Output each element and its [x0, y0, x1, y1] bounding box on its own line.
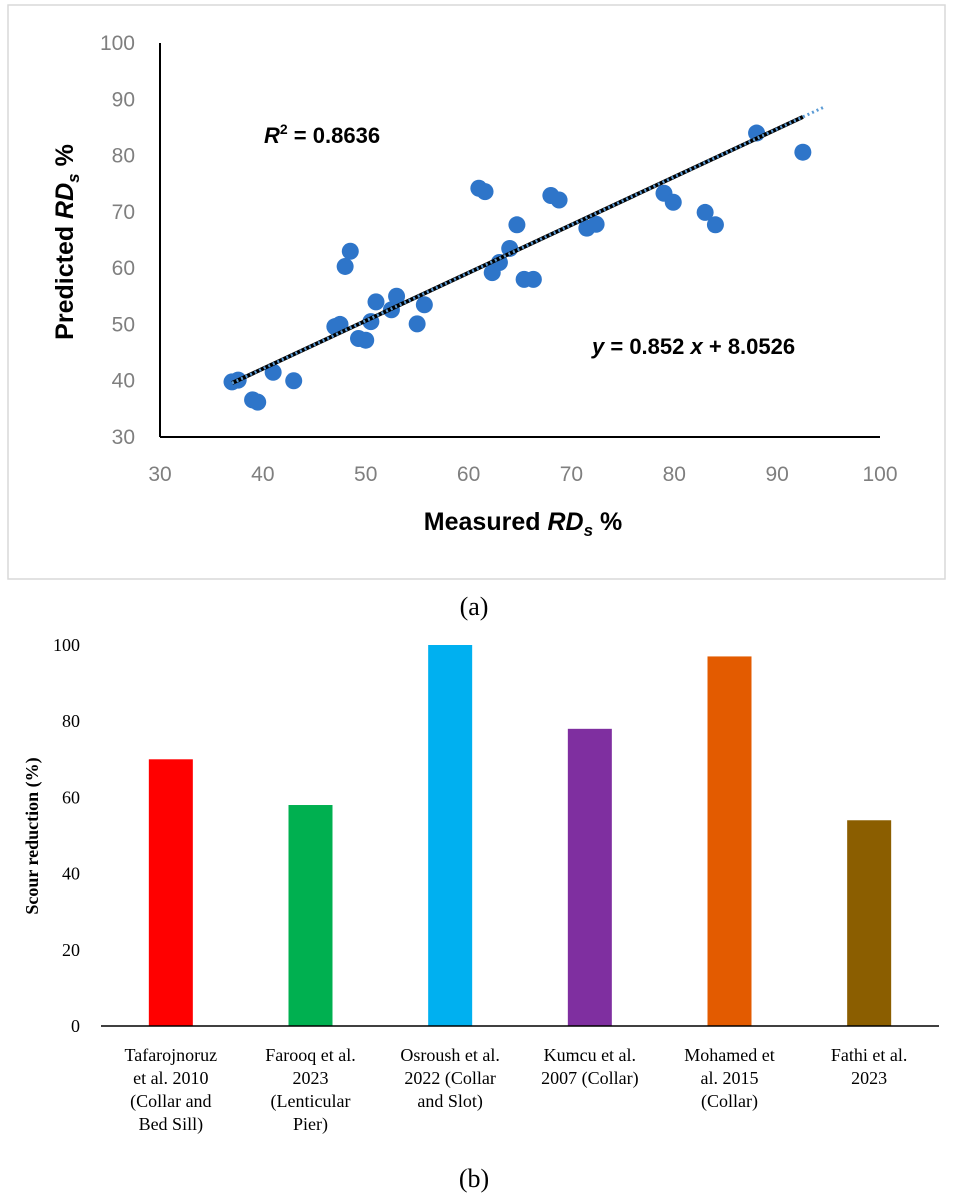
bar [567, 728, 612, 1026]
panel-a-frame [7, 4, 946, 580]
y-tick-label: 0 [71, 1016, 80, 1036]
data-point [524, 270, 542, 288]
y-tick-label: 50 [112, 313, 135, 336]
data-point [587, 215, 605, 233]
bar-chart: 0 20 40 60 80 100 Tafarojnoruz et al. 2010 (Col… [22, 635, 939, 1135]
category-label: Farooq et al. 2023 (Lenticular Pier) [265, 1045, 355, 1135]
category-label: Osroush et al. 2022 (Collar and Slot) [400, 1045, 499, 1112]
bar [428, 645, 473, 1026]
y-axis-label: Predicted RDs % [51, 144, 83, 340]
y-tick-label: 40 [62, 864, 80, 884]
category-label: Tafarojnoruz et al. 2010 (Collar and Bed Si… [124, 1045, 217, 1135]
scatter-points [223, 124, 812, 411]
x-tick-label: 80 [663, 463, 686, 486]
y-axis-ticks: 0 20 40 60 80 100 [53, 635, 80, 1036]
x-tick-label: 30 [148, 463, 171, 486]
data-point [696, 203, 714, 221]
y-tick-label: 100 [53, 635, 80, 655]
data-point [408, 315, 426, 333]
panel-a-caption: (a) [460, 592, 489, 621]
bar [847, 820, 892, 1026]
category-label: Fathi et al. 2023 [831, 1045, 907, 1088]
x-tick-label: 70 [560, 463, 583, 486]
x-tick-label: 40 [251, 463, 274, 486]
x-axis-label: Measured RDs % [424, 508, 622, 540]
x-tick-label: 90 [765, 463, 788, 486]
data-point [415, 296, 433, 314]
y-tick-label: 80 [112, 145, 135, 168]
data-point [550, 191, 568, 209]
category-labels: Tafarojnoruz et al. 2010 (Collar and Bed Si… [124, 1045, 907, 1135]
bars [148, 645, 892, 1026]
category-label: Mohamed et al. 2015 (Collar) [684, 1045, 774, 1112]
regression-equation: y = 0.852 x + 8.0526 [591, 334, 795, 359]
data-point [357, 331, 375, 349]
data-point [664, 193, 682, 211]
data-point [794, 143, 812, 161]
data-point [249, 393, 267, 411]
data-point [367, 293, 385, 311]
data-point [336, 257, 354, 275]
y-tick-label: 70 [112, 201, 135, 224]
data-point [285, 372, 303, 390]
data-point [508, 216, 526, 234]
y-tick-label: 30 [112, 426, 135, 449]
r-squared-annotation: R2 = 0.8636 [264, 121, 380, 148]
fit-line [231, 115, 804, 385]
category-label: Kumcu et al. 2007 (Collar) [541, 1045, 638, 1089]
trendline-dotted [231, 105, 825, 385]
y-tick-label: 100 [100, 32, 135, 55]
y-axis-label: Scour reduction (%) [22, 757, 43, 914]
fit-lines [231, 105, 825, 385]
bar [707, 656, 752, 1026]
data-point [341, 242, 359, 260]
y-axis-ticks: 30 40 50 60 70 80 90 100 [100, 32, 135, 449]
y-tick-label: 40 [112, 370, 135, 393]
y-tick-label: 20 [62, 940, 80, 960]
x-tick-label: 60 [457, 463, 480, 486]
x-tick-label: 50 [354, 463, 377, 486]
panel-b-caption: (b) [459, 1164, 489, 1193]
bar [148, 759, 193, 1026]
y-tick-label: 90 [112, 88, 135, 111]
bar [288, 805, 333, 1026]
data-point [388, 287, 406, 305]
y-tick-label: 60 [62, 787, 80, 807]
scatter-chart: 30 40 50 60 70 80 90 100 30 40 50 60 70 80 90 100 R2 =… [51, 32, 898, 540]
x-axis-ticks: 30 40 50 60 70 80 90 100 [148, 463, 897, 486]
y-tick-label: 80 [62, 711, 80, 731]
y-tick-label: 60 [112, 257, 135, 280]
data-point [706, 216, 724, 234]
data-point [476, 183, 494, 201]
x-tick-label: 100 [862, 463, 897, 486]
